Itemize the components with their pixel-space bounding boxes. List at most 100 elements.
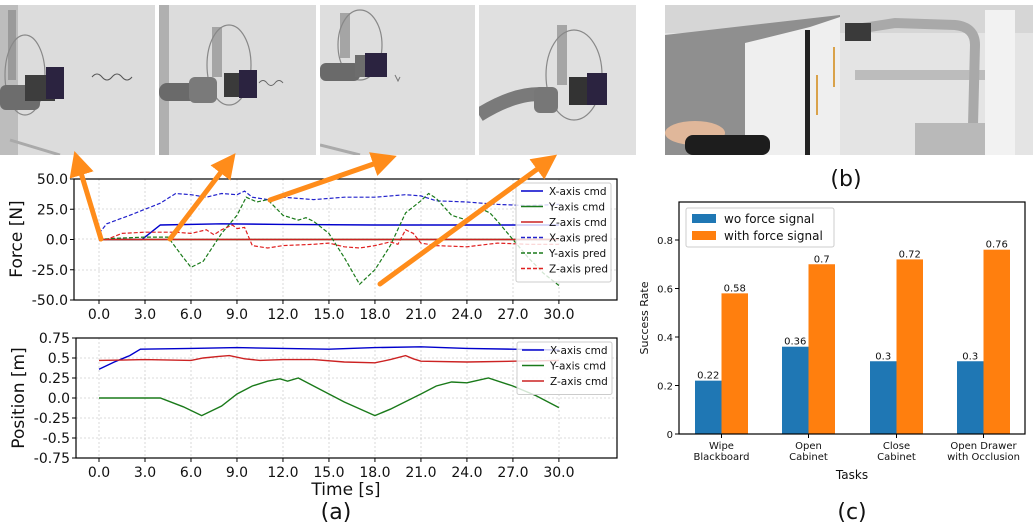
y-tick-label: 0.2 bbox=[657, 382, 673, 393]
photo-cabinet-teleop bbox=[665, 5, 1033, 155]
bar-with-force-1 bbox=[808, 264, 835, 434]
bar-value-label: 0.36 bbox=[784, 337, 806, 348]
photo-wipe-frame-1 bbox=[0, 5, 155, 155]
bar-wo-force-3 bbox=[957, 361, 984, 434]
x-tick-label: 3.0 bbox=[134, 465, 156, 481]
bar-legend: wo force signal with force signal bbox=[685, 207, 835, 248]
y-tick-label: -0.25 bbox=[34, 411, 70, 427]
bar-y-ticks: 0 0.2 0.4 0.6 0.8 bbox=[657, 236, 679, 441]
bar-with-force-0 bbox=[721, 293, 748, 434]
force-plot: 50.0 25.0 0.0 -25.0 -50.0 0.0 3.0 6.0 9.0 12.0 15… bbox=[7, 172, 618, 320]
photo-wipe-frame-3 bbox=[320, 5, 475, 155]
bar-value-label: 0.76 bbox=[986, 240, 1008, 251]
x-tick-label: Blackboard bbox=[694, 452, 750, 463]
x-tick-label: 21.0 bbox=[405, 307, 436, 320]
bar-value-label: 0.3 bbox=[875, 351, 891, 362]
robot-cabinet-illustration bbox=[665, 5, 1033, 155]
y-tick-label: 0.8 bbox=[657, 236, 673, 247]
x-tick-label: Close bbox=[883, 441, 910, 452]
x-tick-label: 18.0 bbox=[359, 465, 390, 481]
success-rate-chart: 0.22 0.36 0.3 0.3 0.58 0.7 0.72 0.76 0 0.2 0.4 0.6… bbox=[638, 201, 1026, 482]
y-tick-label: -0.75 bbox=[34, 451, 70, 467]
bar-with-force-3 bbox=[983, 249, 1010, 434]
legend-entry: X-axis cmd bbox=[549, 186, 607, 198]
x-tick-label: 12.0 bbox=[267, 307, 298, 320]
bar-axes-frame bbox=[678, 201, 1026, 435]
legend-entry: wo force signal bbox=[724, 212, 815, 226]
x-tick-label: 30.0 bbox=[543, 307, 574, 320]
y-tick-label: 0.5 bbox=[48, 351, 70, 367]
y-tick-label: 25.0 bbox=[37, 202, 68, 218]
x-tick-label: 27.0 bbox=[497, 307, 528, 320]
force-y-label: Force [N] bbox=[7, 200, 27, 277]
force-y-ticks: 50.0 25.0 0.0 -25.0 -50.0 bbox=[32, 172, 74, 309]
bar-with-force-2 bbox=[896, 259, 923, 434]
x-tick-label: 9.0 bbox=[226, 307, 248, 320]
bar-x-label: Tasks bbox=[835, 468, 868, 482]
position-series bbox=[98, 346, 560, 417]
series-z-axis-cmd bbox=[98, 354, 559, 364]
x-tick-label: with Occlusion bbox=[947, 452, 1020, 463]
legend-entry: with force signal bbox=[724, 229, 823, 243]
x-tick-label: 18.0 bbox=[359, 307, 390, 320]
y-tick-label: 0.25 bbox=[39, 371, 70, 387]
legend-entry: X-axis cmd bbox=[550, 345, 608, 357]
y-tick-label: -0.5 bbox=[43, 431, 70, 447]
y-tick-label: 0.6 bbox=[657, 285, 673, 296]
y-tick-label: 0.4 bbox=[657, 333, 673, 344]
legend-entry: Z-axis cmd bbox=[549, 217, 607, 229]
x-tick-label: 15.0 bbox=[313, 465, 344, 481]
bar-series: 0.22 0.36 0.3 0.3 0.58 0.7 0.72 0.76 bbox=[695, 240, 1010, 434]
x-tick-label: 12.0 bbox=[267, 465, 298, 481]
x-tick-label: Cabinet bbox=[877, 452, 916, 463]
x-tick-label: 30.0 bbox=[543, 465, 574, 481]
force-legend: X-axis cmd Y-axis cmd Z-axis cmd X-axis pre… bbox=[515, 182, 612, 283]
x-tick-label: 24.0 bbox=[451, 307, 482, 320]
y-tick-label: 0.0 bbox=[48, 391, 70, 407]
bar-wo-force-1 bbox=[782, 346, 809, 434]
bar-wo-force-0 bbox=[695, 380, 722, 434]
legend-entry: Y-axis pred bbox=[548, 248, 606, 260]
robot-wiping-illustration bbox=[159, 5, 316, 155]
position-y-ticks: 0.75 0.5 0.25 0.0 -0.25 -0.5 -0.75 bbox=[34, 331, 76, 467]
x-tick-label: 24.0 bbox=[451, 465, 482, 481]
force-x-ticks: 0.0 3.0 6.0 9.0 12.0 15.0 18.0 21.0 24.0 27.0 30.0 bbox=[88, 300, 574, 320]
caption-b: (b) bbox=[830, 167, 862, 192]
caption-c: (c) bbox=[837, 500, 867, 525]
bar-value-label: 0.7 bbox=[814, 254, 830, 265]
y-tick-label: 50.0 bbox=[37, 172, 68, 188]
robot-wiping-illustration bbox=[479, 5, 636, 155]
position-plot: 0.75 0.5 0.25 0.0 -0.25 -0.5 -0.75 0.0 3.0 6.0 9.… bbox=[9, 331, 618, 500]
legend-entry: X-axis pred bbox=[549, 233, 608, 245]
y-tick-label: -50.0 bbox=[32, 293, 68, 309]
position-y-label: Position [m] bbox=[9, 347, 29, 448]
x-tick-label: 0.0 bbox=[88, 307, 110, 320]
legend-entry: Y-axis cmd bbox=[549, 361, 606, 373]
position-x-ticks: 0.0 3.0 6.0 9.0 12.0 15.0 18.0 21.0 24.0 27.0 30.0 bbox=[88, 458, 574, 481]
x-tick-label: 27.0 bbox=[497, 465, 528, 481]
bar-value-label: 0.22 bbox=[697, 371, 719, 382]
legend-entry: Y-axis cmd bbox=[548, 202, 605, 214]
y-tick-label: 0.75 bbox=[39, 331, 70, 347]
bar-y-label: Success Rate bbox=[638, 281, 651, 354]
series-x-axis-cmd bbox=[98, 346, 559, 370]
position-legend: X-axis cmd Y-axis cmd Z-axis cmd bbox=[516, 341, 613, 395]
series-y-axis-cmd bbox=[99, 377, 560, 417]
position-x-label: Time [s] bbox=[310, 480, 380, 500]
caption-a: (a) bbox=[320, 500, 352, 525]
x-tick-label: 3.0 bbox=[134, 307, 156, 320]
bar-value-label: 0.72 bbox=[899, 249, 921, 260]
bar-value-label: 0.58 bbox=[724, 283, 746, 294]
x-tick-label: 21.0 bbox=[405, 465, 436, 481]
bar-value-label: 0.3 bbox=[962, 351, 978, 362]
x-tick-label: 6.0 bbox=[180, 465, 202, 481]
y-tick-label: 0.0 bbox=[46, 233, 68, 249]
x-tick-label: 0.0 bbox=[88, 465, 110, 481]
robot-wiping-illustration bbox=[0, 5, 155, 155]
photo-wipe-frame-2 bbox=[159, 5, 316, 155]
robot-wiping-illustration bbox=[320, 5, 475, 155]
x-tick-label: Open Drawer bbox=[950, 441, 1017, 452]
legend-entry: Z-axis pred bbox=[549, 264, 608, 276]
x-tick-label: Cabinet bbox=[789, 452, 828, 463]
x-tick-label: Open bbox=[795, 441, 822, 452]
